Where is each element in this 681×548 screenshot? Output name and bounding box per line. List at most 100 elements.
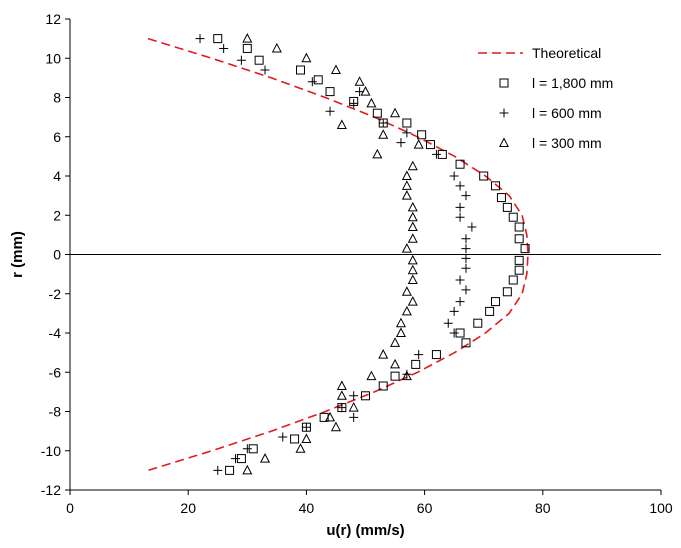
data-point-300mm [336, 119, 347, 129]
data-point-300mm [407, 274, 418, 285]
x-tick-label: 80 [535, 500, 551, 516]
data-point-600mm [449, 328, 459, 338]
data-point-1800mm [295, 65, 305, 75]
data-point-1800mm [290, 434, 300, 444]
data-point-600mm [461, 191, 471, 201]
data-point-300mm [407, 211, 418, 222]
data-point-600mm [414, 350, 424, 360]
legend-item: l = 300 mm [498, 135, 602, 151]
data-point-1800mm [455, 159, 465, 169]
data-point-1800mm [514, 255, 524, 265]
data-point-600mm [461, 285, 471, 295]
data-point-600mm [307, 77, 317, 87]
data-point-600mm [461, 253, 471, 263]
legend-item: l = 1,800 mm [499, 75, 613, 91]
data-point-1800mm [372, 108, 382, 118]
data-point-600mm [396, 138, 406, 148]
data-point-300mm [413, 139, 424, 149]
data-point-1800mm [502, 202, 512, 212]
data-point-600mm [402, 128, 412, 138]
data-point-300mm [390, 337, 401, 347]
data-point-1800mm [485, 306, 495, 316]
data-point-1800mm [514, 265, 524, 275]
data-point-300mm [330, 64, 341, 75]
data-point-300mm [407, 221, 418, 232]
data-point-1800mm [461, 338, 471, 348]
data-point-600mm [349, 412, 359, 422]
data-point-600mm [455, 212, 465, 222]
data-point-600mm [455, 202, 465, 212]
data-point-300mm [301, 433, 312, 443]
data-point-300mm [401, 286, 412, 296]
data-point-600mm [230, 454, 240, 464]
data-point-300mm [390, 107, 401, 118]
x-tick-label: 60 [417, 500, 433, 516]
legend-label: l = 600 mm [532, 105, 602, 121]
x-ticks: 0 20 40 60 80 100 [66, 490, 673, 516]
data-point-300mm [354, 76, 365, 86]
data-point-1800mm [514, 222, 524, 232]
data-point-300mm [348, 401, 359, 412]
data-point-600mm [467, 222, 477, 232]
y-tick-label: 2 [53, 207, 61, 223]
data-point-300mm [336, 390, 347, 400]
data-point-1800mm [402, 118, 412, 128]
data-point-300mm [260, 453, 271, 463]
data-point-1800mm [426, 140, 436, 150]
legend: Theoretical l = 1,800 mm l = 600 mm l = 300… [478, 45, 613, 151]
data-point-600mm [213, 465, 223, 475]
data-point-1800mm [361, 391, 370, 401]
data-point-600mm [278, 432, 288, 442]
series-triangle [242, 33, 424, 475]
data-point-300mm [407, 264, 418, 275]
data-point-300mm [407, 254, 418, 265]
data-point-300mm [360, 86, 371, 96]
data-point-600mm [260, 65, 270, 75]
data-point-1800mm [502, 287, 512, 297]
x-axis-title: u(r) (mm/s) [326, 522, 404, 539]
legend-swatch-triangle [498, 137, 510, 147]
y-tick-label: -12 [41, 482, 61, 498]
data-point-1800mm [473, 318, 483, 328]
x-tick-label: 20 [180, 500, 196, 516]
data-point-300mm [407, 296, 418, 306]
y-tick-label: 8 [53, 90, 61, 106]
data-point-1800mm [378, 381, 388, 391]
legend-label: l = 1,800 mm [532, 75, 613, 91]
x-tick-label: 40 [299, 500, 315, 516]
y-tick-label: -10 [41, 443, 61, 459]
data-point-1800mm [313, 75, 323, 85]
data-point-1800mm [390, 371, 400, 381]
data-point-300mm [407, 160, 418, 171]
data-point-1800mm [417, 130, 427, 140]
data-point-300mm [301, 52, 312, 63]
data-point-300mm [366, 97, 377, 108]
data-point-300mm [366, 370, 377, 381]
data-point-600mm [449, 171, 459, 181]
data-point-600mm [455, 181, 465, 191]
data-point-300mm [401, 243, 412, 253]
y-tick-label: -8 [49, 404, 62, 420]
data-point-600mm [455, 297, 465, 307]
series-plus [195, 34, 477, 475]
data-point-300mm [330, 421, 341, 432]
data-point-300mm [336, 380, 347, 390]
data-point-600mm [236, 55, 246, 65]
legend-swatch-plus [499, 108, 509, 118]
data-point-600mm [242, 444, 252, 454]
data-point-300mm [372, 148, 383, 159]
data-point-600mm [461, 263, 471, 273]
data-point-300mm [325, 411, 336, 422]
plot-area: -12 -10 -8 -6 -4 -2 0 2 4 6 8 10 12 0 20 40 60 80 100 [41, 11, 673, 516]
data-point-300mm [378, 129, 389, 139]
x-tick-label: 100 [649, 500, 673, 516]
y-tick-label: 12 [45, 11, 61, 27]
data-point-1800mm [242, 43, 252, 53]
data-point-300mm [378, 349, 389, 359]
data-point-300mm [401, 180, 412, 190]
data-point-300mm [401, 370, 412, 381]
y-tick-label: -4 [49, 325, 62, 341]
data-point-300mm [395, 327, 406, 337]
data-point-600mm [325, 106, 335, 116]
